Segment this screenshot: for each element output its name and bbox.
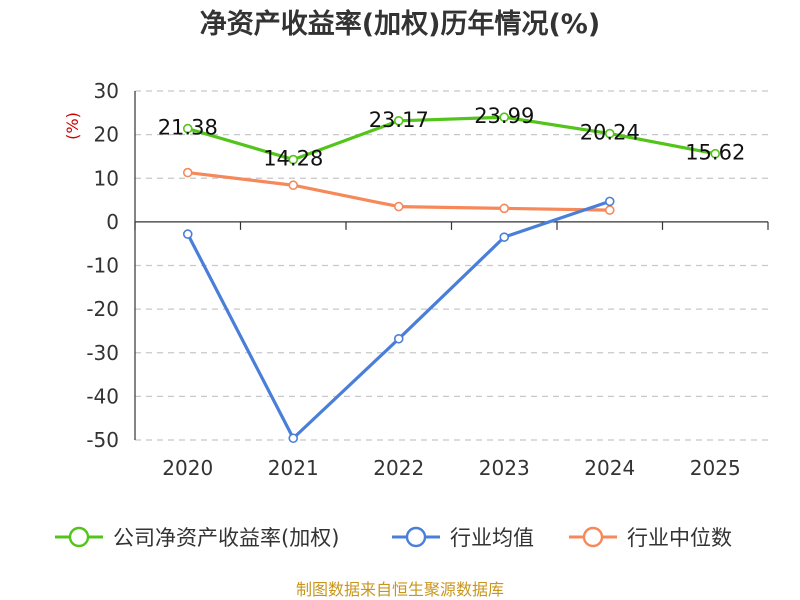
data-point: [182, 123, 193, 134]
data-point: [288, 433, 299, 444]
legend-label: 行业中位数: [627, 526, 732, 550]
data-label: 23.17: [369, 108, 429, 132]
series-2: [182, 167, 615, 215]
legend-item: 行业均值: [392, 526, 534, 550]
y-tick-label: -40: [86, 384, 119, 408]
data-point: [182, 229, 193, 239]
source-note: 制图数据来自恒生聚源数据库: [296, 580, 504, 599]
data-point: [710, 148, 721, 159]
x-tick-label: 2025: [690, 456, 741, 480]
data-point: [182, 167, 193, 178]
legend: 公司净资产收益率(加权) 行业均值 行业中位数: [55, 526, 732, 550]
y-axis-label: (%): [63, 112, 82, 140]
data-point: [604, 196, 615, 207]
x-tick-label: 2021: [268, 456, 319, 480]
data-label: 15.62: [685, 141, 745, 165]
data-point: [393, 201, 404, 212]
legend-swatch-marker: [582, 526, 604, 548]
data-point: [604, 128, 615, 139]
y-tick-label: 20: [94, 123, 119, 147]
series-0: [182, 112, 721, 165]
data-point: [604, 205, 615, 215]
x-tick-label: 2020: [162, 456, 213, 480]
data-point: [288, 180, 299, 191]
data-label: 20.24: [580, 121, 640, 145]
series-group: [182, 112, 721, 444]
y-tick-label: 0: [106, 210, 119, 234]
data-point: [499, 112, 510, 123]
data-point: [393, 333, 404, 344]
chart-title: 净资产收益率(加权)历年情况(%): [200, 8, 600, 40]
data-point: [499, 232, 510, 242]
legend-label: 公司净资产收益率(加权): [113, 526, 339, 550]
y-tick-label: -20: [86, 297, 119, 321]
legend-swatch-marker: [68, 526, 90, 548]
y-tick-label: -30: [86, 341, 119, 365]
data-label: 21.38: [158, 116, 218, 140]
data-point: [499, 203, 510, 214]
legend-item: 行业中位数: [569, 526, 732, 550]
x-tick-label: 2022: [373, 456, 424, 480]
series-1: [182, 196, 615, 444]
y-tick-label: -10: [86, 254, 119, 278]
legend-label: 行业均值: [450, 526, 534, 550]
x-tick-label: 2024: [584, 456, 635, 480]
y-tick-label: -50: [86, 428, 119, 452]
legend-swatch-marker: [405, 526, 427, 548]
y-tick-label: 10: [94, 166, 119, 190]
axes: 30 20 10 0 -10 -20 -30 -40 -50 2020 2021 2022 2023 20…: [86, 79, 769, 480]
data-labels: 21.38 14.28 23.17 23.99 20.24 15.62: [158, 104, 746, 170]
data-point: [393, 115, 404, 126]
legend-item: 公司净资产收益率(加权): [55, 526, 339, 550]
data-label: 14.28: [263, 147, 323, 171]
data-label: 23.99: [474, 104, 534, 128]
x-tick-label: 2023: [479, 456, 530, 480]
series-line: [187, 115, 716, 162]
grid-lines: [135, 90, 768, 441]
data-point: [288, 154, 299, 165]
series-line: [186, 199, 611, 440]
y-tick-label: 30: [94, 79, 119, 103]
